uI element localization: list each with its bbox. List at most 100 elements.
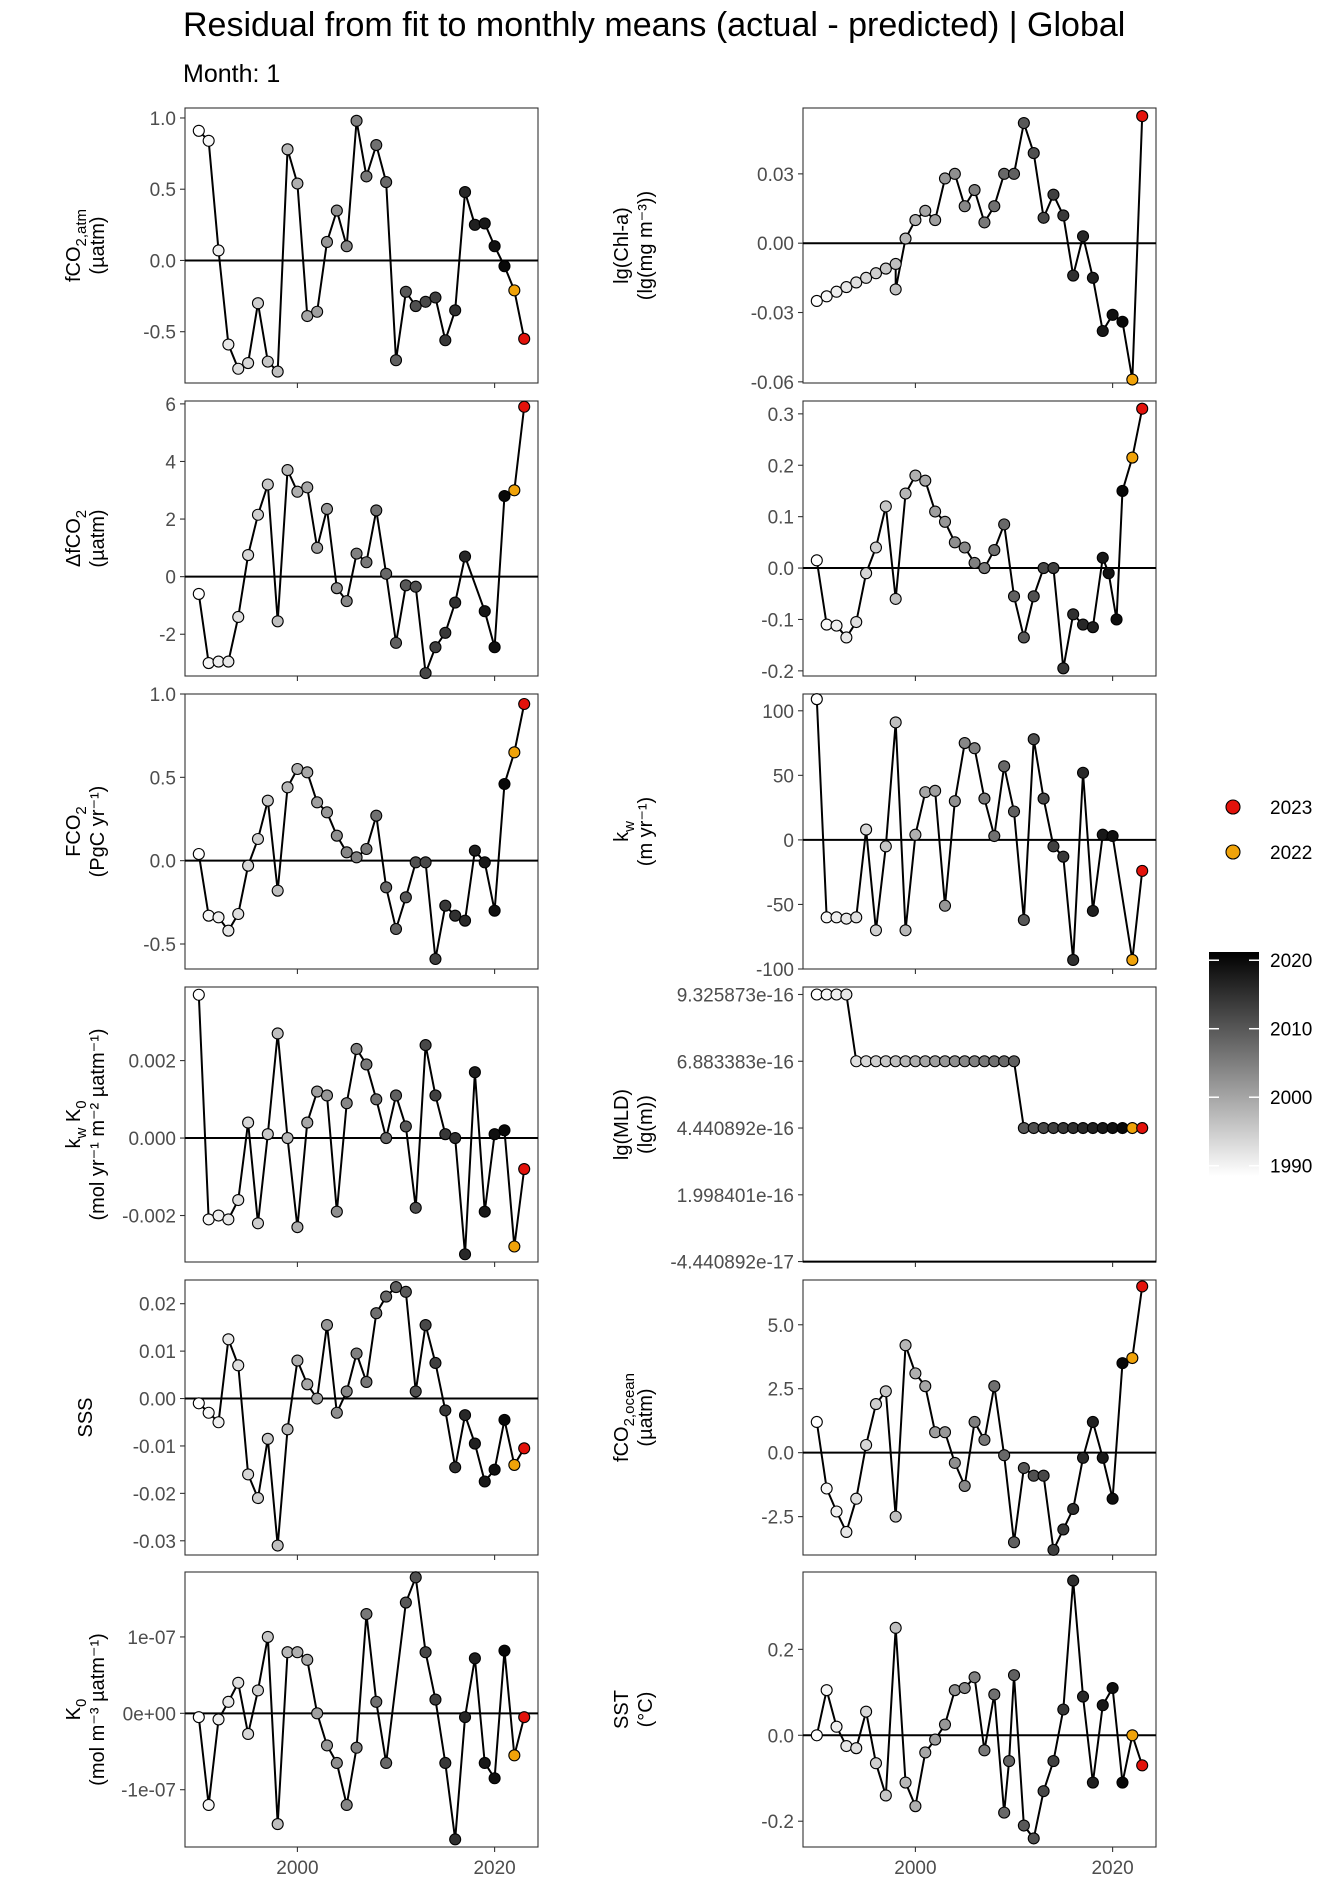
y-tick-label: 0 bbox=[165, 568, 176, 589]
data-point bbox=[202, 656, 215, 670]
y-tick-label: 0e+00 bbox=[123, 1704, 176, 1725]
data-point bbox=[399, 1120, 412, 1133]
panel-border bbox=[184, 400, 539, 677]
data-point bbox=[370, 1307, 383, 1320]
y-tick-label: 0.1 bbox=[768, 508, 794, 529]
data-point bbox=[1047, 840, 1060, 853]
data-point bbox=[498, 489, 511, 503]
panel-mld: 9.325873e-16 6.883383e-16 4.440892e-16 1.99… bbox=[611, 985, 1157, 1274]
data-point bbox=[1106, 829, 1119, 843]
data-point bbox=[919, 204, 932, 217]
data-point bbox=[360, 1607, 373, 1621]
data-point bbox=[271, 884, 284, 897]
y-label-subscript: w bbox=[621, 821, 638, 833]
data-point bbox=[1076, 618, 1090, 631]
y-label-main: kw K0 bbox=[63, 1100, 90, 1148]
data-point bbox=[389, 636, 403, 649]
data-point bbox=[810, 693, 823, 706]
y-tick-label: 50 bbox=[773, 766, 794, 787]
y-label-main: SST bbox=[611, 1690, 633, 1729]
legend: 2023 2022 2020 2010 2000 1990 bbox=[1209, 798, 1312, 1178]
x-tick-label: 2000 bbox=[894, 1858, 936, 1879]
data-point bbox=[1027, 1832, 1040, 1845]
data-point bbox=[478, 1756, 491, 1770]
y-tick-label: -2.5 bbox=[761, 1508, 794, 1529]
data-point bbox=[850, 1492, 863, 1505]
data-point bbox=[1067, 608, 1080, 621]
data-point bbox=[488, 1463, 501, 1476]
data-point bbox=[948, 167, 961, 180]
data-point bbox=[468, 844, 481, 857]
data-point bbox=[380, 176, 393, 189]
y-label-extra-subscript: 0 bbox=[73, 1100, 90, 1108]
data-point bbox=[1076, 1690, 1090, 1703]
data-point bbox=[202, 909, 215, 922]
data-point bbox=[192, 1711, 205, 1724]
y-tick-label: -2 bbox=[159, 625, 176, 646]
data-point bbox=[458, 1409, 472, 1422]
data-point bbox=[1017, 913, 1030, 926]
data-point bbox=[340, 846, 353, 859]
y-label-unit: (lg(mg m⁻³)) bbox=[635, 191, 657, 300]
data-point bbox=[1086, 271, 1099, 284]
data-point bbox=[968, 556, 981, 569]
data-point bbox=[271, 1539, 284, 1552]
data-point bbox=[320, 806, 334, 819]
data-point bbox=[291, 1221, 304, 1234]
panel-k0: 1e-07 0e+00 -1e-07 2000 2020 K0(mol m⁻³ µatm⁻… bbox=[63, 1571, 539, 1879]
data-point bbox=[449, 909, 462, 922]
data-point bbox=[830, 285, 843, 298]
panel-log-pco2-dpco2: 0.3 0.2 0.1 0.0 -0.1 -0.2 bbox=[761, 400, 1157, 683]
data-point bbox=[508, 1240, 521, 1253]
data-point bbox=[938, 1426, 952, 1439]
data-point bbox=[449, 1461, 462, 1474]
x-tick-label: 2000 bbox=[276, 1858, 318, 1879]
data-point bbox=[1017, 116, 1030, 130]
data-point bbox=[988, 200, 1001, 213]
data-point bbox=[281, 1423, 294, 1436]
data-point bbox=[202, 1798, 215, 1812]
data-point bbox=[508, 1458, 521, 1471]
data-point bbox=[1086, 904, 1099, 917]
data-point bbox=[1037, 1785, 1050, 1798]
panel-border bbox=[184, 693, 539, 970]
data-point bbox=[380, 881, 393, 894]
legend-label: 2023 bbox=[1270, 798, 1312, 819]
data-point bbox=[399, 1285, 412, 1298]
data-point bbox=[1096, 1451, 1109, 1464]
panel-border bbox=[802, 400, 1157, 677]
data-point bbox=[419, 1646, 432, 1659]
data-point bbox=[1136, 1121, 1149, 1135]
y-label-main: kw bbox=[611, 821, 638, 842]
data-point bbox=[202, 134, 215, 147]
data-point bbox=[1037, 1469, 1050, 1482]
data-point bbox=[1037, 211, 1050, 224]
y-tick-label: 0 bbox=[783, 831, 794, 852]
data-point bbox=[518, 697, 531, 711]
data-point bbox=[1007, 1055, 1021, 1068]
data-point bbox=[251, 832, 265, 846]
data-point bbox=[1126, 1351, 1139, 1365]
y-label-main: fCO2,atm bbox=[63, 209, 90, 282]
data-point bbox=[860, 271, 873, 284]
y-tick-label: 0.01 bbox=[139, 1342, 176, 1363]
data-point bbox=[988, 829, 1001, 843]
data-point bbox=[320, 502, 334, 516]
data-point bbox=[909, 828, 922, 841]
legend-label: 2022 bbox=[1270, 843, 1312, 864]
data-point bbox=[301, 309, 314, 323]
data-point bbox=[988, 544, 1001, 557]
data-point bbox=[458, 1711, 472, 1724]
y-label-text: SSS bbox=[75, 1397, 97, 1437]
y-tick-label: 0.03 bbox=[757, 165, 794, 186]
data-point bbox=[271, 615, 284, 628]
data-point bbox=[1047, 1543, 1060, 1556]
data-point bbox=[192, 124, 205, 137]
y-label-prefix: Δ bbox=[63, 554, 85, 567]
data-point bbox=[518, 1442, 531, 1455]
y-label-text: fCO bbox=[63, 246, 85, 282]
series-line bbox=[198, 120, 526, 374]
data-point bbox=[330, 829, 343, 842]
